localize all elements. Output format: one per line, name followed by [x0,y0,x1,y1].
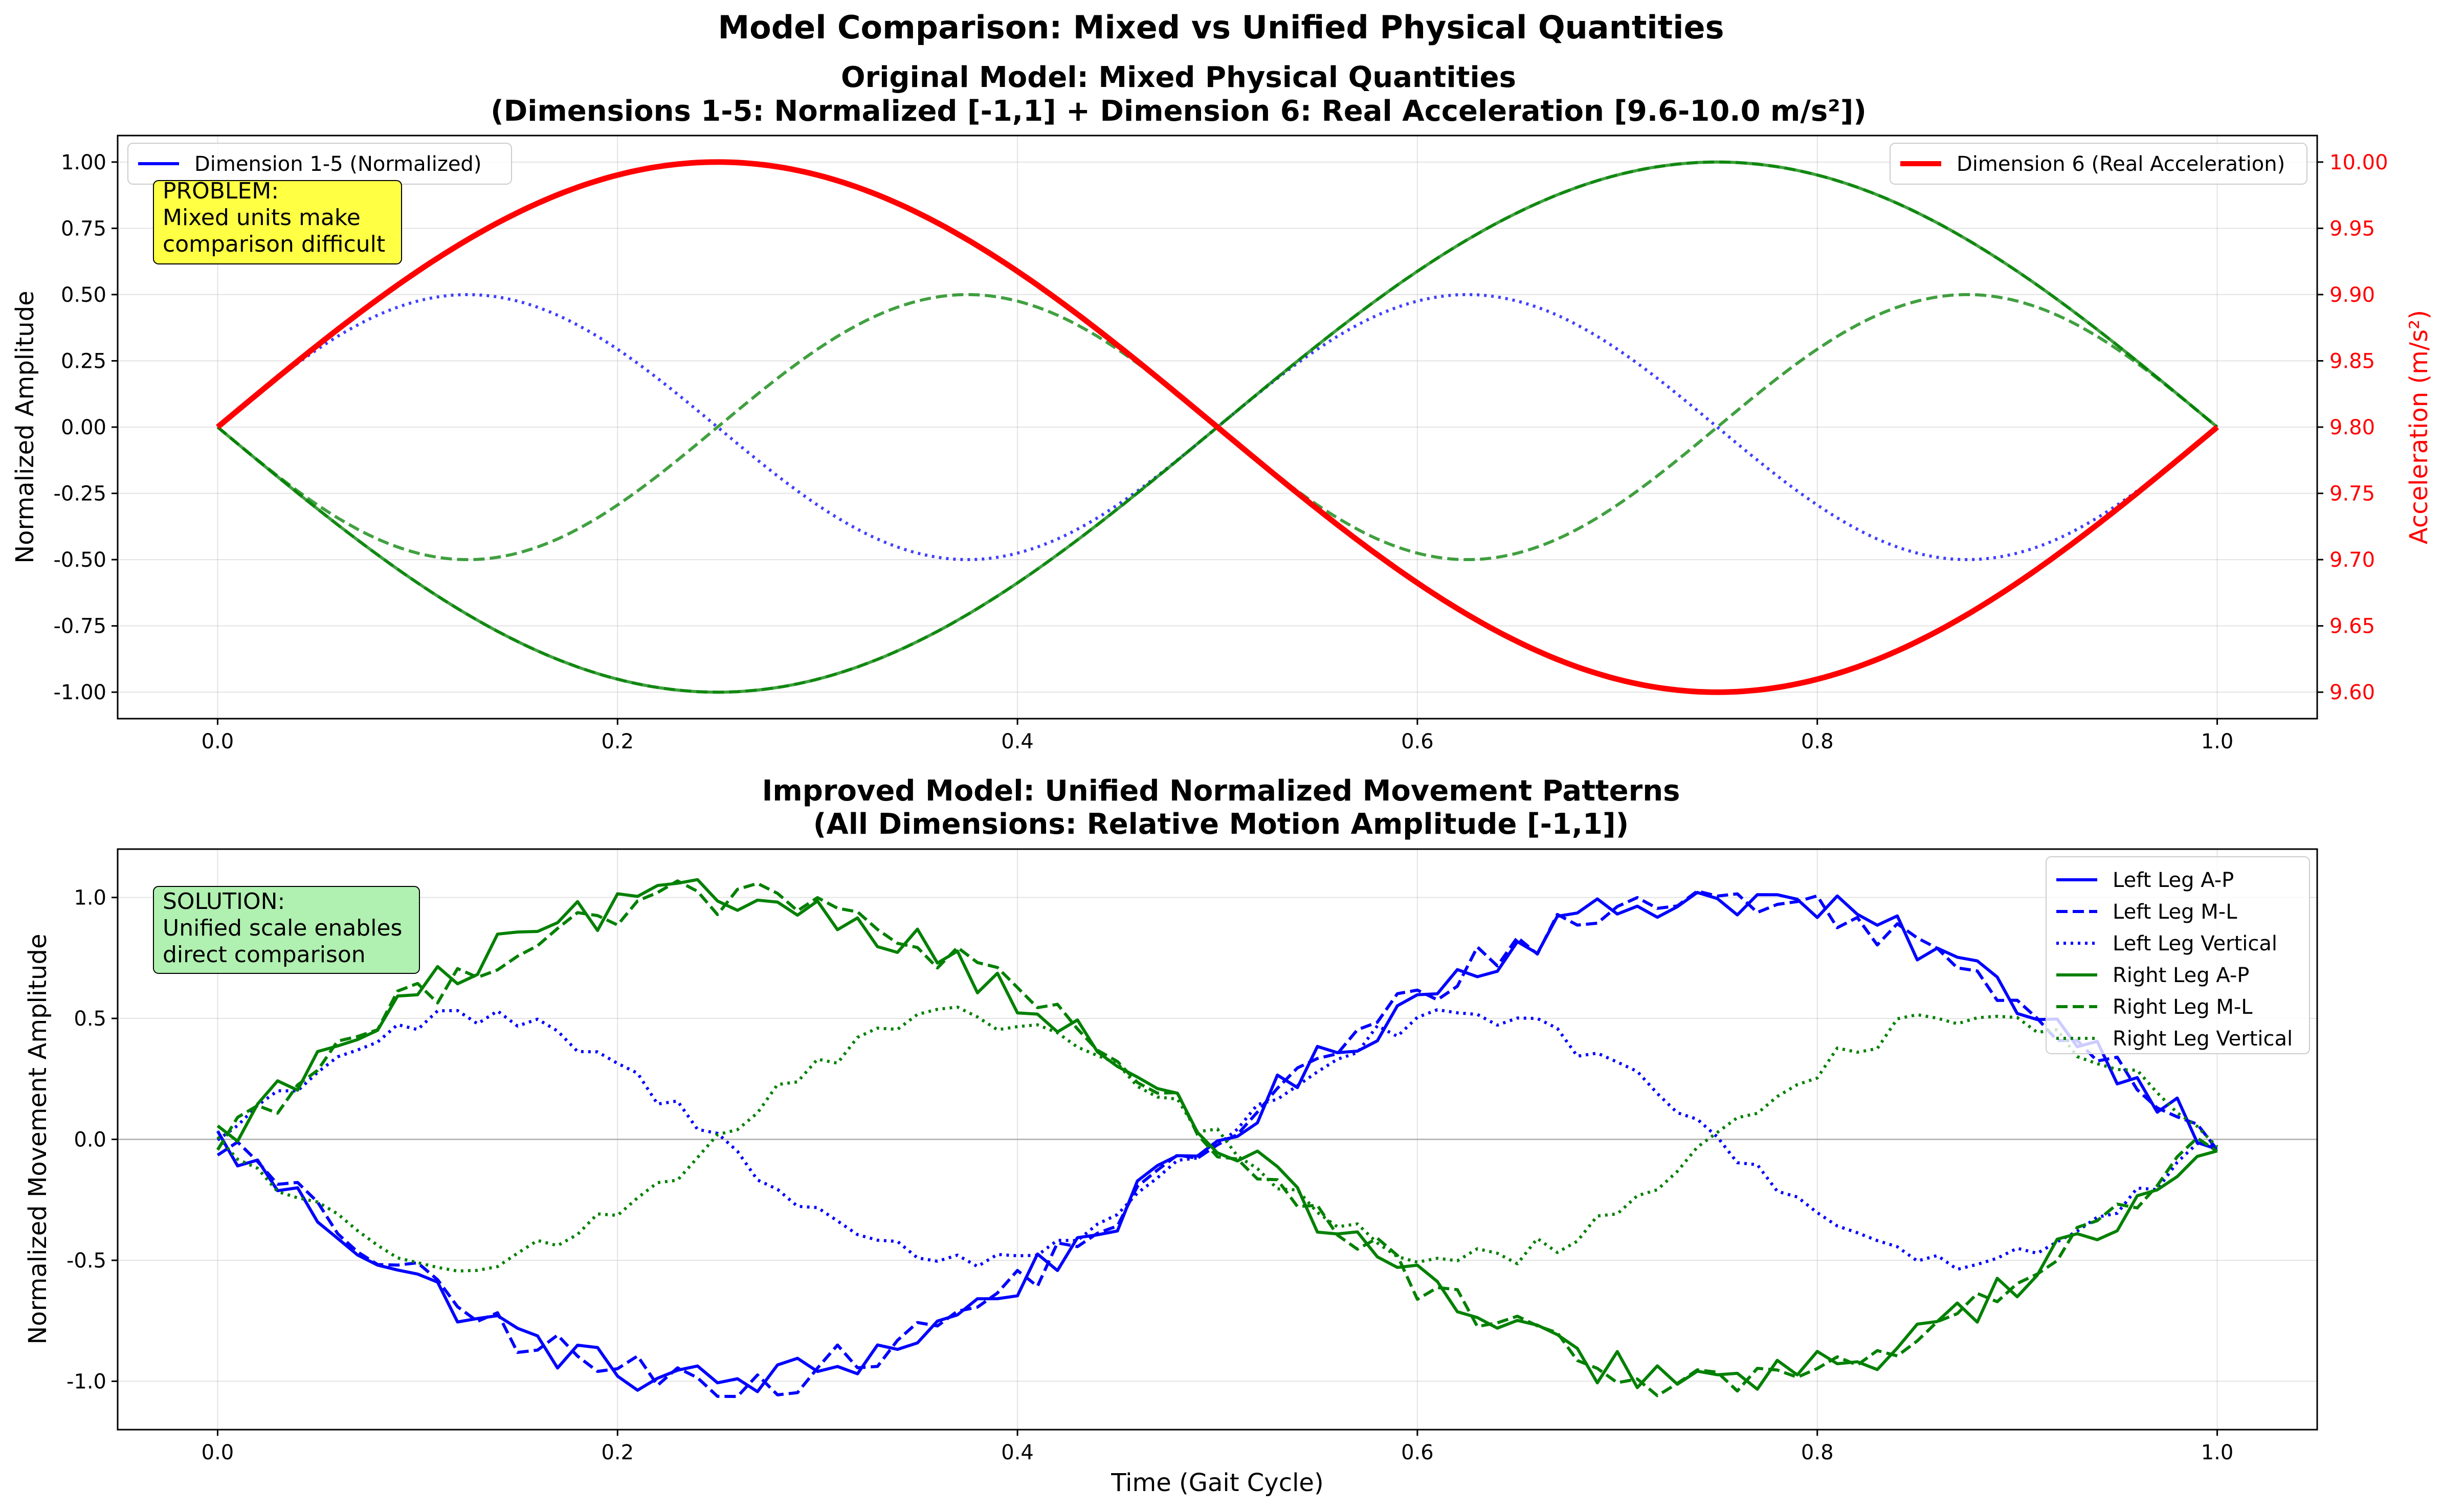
series-line [216,1005,2218,1273]
chart2-solution-note-line3: direct comparison [163,942,366,968]
x-tick-label: 0.8 [1801,730,1834,753]
y2-tick-label: 10.00 [2329,151,2388,174]
y2-tick-label: 9.85 [2329,349,2375,373]
y2-tick-label: 9.90 [2329,283,2375,307]
chart2-y-ticks: -1.0 -0.5 0.0 0.5 1.0 [66,886,118,1393]
chart1-legend-right: Dimension 6 (Real Acceleration) [1890,143,2307,185]
chart2-legend: Left Leg A-P Left Leg M-L Left Leg Vertica… [2046,856,2310,1054]
chart2-solution-note-line1: SOLUTION: [163,888,285,915]
chart1-y2label: Acceleration (m/s²) [2405,310,2433,544]
series-line [216,878,2218,1391]
y2-tick-label: 9.75 [2329,482,2375,506]
y-tick-label: -0.75 [54,615,107,638]
legend-label: Left Leg A-P [2113,869,2234,892]
x-tick-label: 0.8 [1801,1441,1834,1464]
legend-label: Left Leg M-L [2113,900,2237,924]
y-tick-label: 0.0 [74,1128,106,1152]
figure-suptitle: Model Comparison: Mixed vs Unified Physi… [718,9,1724,46]
y-tick-label: -1.0 [66,1370,106,1393]
y2-tick-label: 9.60 [2329,681,2375,704]
chart2-subtitle: (All Dimensions: Relative Motion Amplitu… [813,808,1629,841]
y-tick-label: -0.25 [54,482,107,506]
legend-label: Right Leg Vertical [2113,1027,2293,1051]
y-tick-label: 0.5 [74,1007,106,1031]
x-tick-label: 0.0 [202,1441,234,1464]
y-tick-label: 0.25 [61,349,106,373]
y-tick-label: 1.0 [74,886,106,910]
chart2-xlabel: Time (Gait Cycle) [1111,1469,1323,1497]
series-line [216,879,2218,1397]
chart2-solution-note: SOLUTION: Unified scale enables direct c… [153,886,420,974]
x-tick-label: 0.4 [1001,1441,1034,1464]
x-tick-label: 0.6 [1401,1441,1434,1464]
chart1-legend-right-label: Dimension 6 (Real Acceleration) [1957,152,2285,176]
chart1-x-ticks: 0.0 0.2 0.4 0.6 0.8 1.0 [202,719,2234,753]
y-tick-label: 0.75 [61,217,106,240]
chart2-ylabel: Normalized Movement Amplitude [24,934,52,1345]
legend-label: Left Leg Vertical [2113,932,2277,955]
chart2-solution-note-line2: Unified scale enables [163,915,402,941]
chart2-x-ticks: 0.0 0.2 0.4 0.6 0.8 1.0 [202,1430,2234,1464]
x-tick-label: 0.6 [1401,730,1434,753]
legend-label: Right Leg M-L [2113,995,2253,1019]
chart1-subtitle: (Dimensions 1-5: Normalized [-1,1] + Dim… [491,95,1867,128]
chart1-legend-left-label: Dimension 1-5 (Normalized) [194,152,481,176]
legend-label: Right Leg A-P [2113,964,2249,987]
y-tick-label: 0.00 [61,416,106,439]
series-line [215,159,2219,695]
x-tick-label: 1.0 [2201,730,2234,753]
series-line [216,891,2218,1393]
chart-improved-model: Improved Model: Unified Normalized Movem… [24,774,2318,1497]
chart1-problem-note-line1: PROBLEM: [163,178,279,204]
y-tick-label: 0.50 [61,283,106,307]
y-tick-label: 1.00 [61,151,106,174]
x-tick-label: 0.2 [601,1441,634,1464]
x-tick-label: 1.0 [2201,1441,2234,1464]
chart1-ylabel: Normalized Amplitude [11,291,39,563]
y-tick-label: -0.50 [54,548,107,572]
chart1-problem-note-line3: comparison difficult [163,231,385,257]
y2-tick-label: 9.80 [2329,416,2375,439]
y-tick-label: -0.5 [66,1249,106,1273]
chart-original-model: Original Model: Mixed Physical Quantitie… [11,61,2433,753]
chart2-title: Improved Model: Unified Normalized Movem… [762,774,1680,808]
chart1-legend-left: Dimension 1-5 (Normalized) [127,143,512,185]
chart1-y-ticks: -1.00 -0.75 -0.50 -0.25 0.00 0.25 0.50 0.75 1.00 [54,151,118,704]
x-tick-label: 0.4 [1001,730,1034,753]
y2-tick-label: 9.95 [2329,217,2375,240]
x-tick-label: 0.2 [601,730,634,753]
chart1-y2-ticks: 9.60 9.65 9.70 9.75 9.80 9.85 9.90 9.95 10.00 [2317,151,2388,704]
series-line [216,890,2218,1398]
y2-tick-label: 9.65 [2329,615,2375,638]
chart1-series [215,159,2219,695]
chart1-problem-note: PROBLEM: Mixed units make comparison dif… [153,178,402,264]
chart2-series [118,878,2317,1398]
x-tick-label: 0.0 [202,730,234,753]
chart1-problem-note-line2: Mixed units make [163,205,361,231]
chart1-title: Original Model: Mixed Physical Quantitie… [841,61,1516,94]
y-tick-label: -1.00 [54,681,107,704]
y2-tick-label: 9.70 [2329,548,2375,572]
series-line [216,1008,2217,1271]
